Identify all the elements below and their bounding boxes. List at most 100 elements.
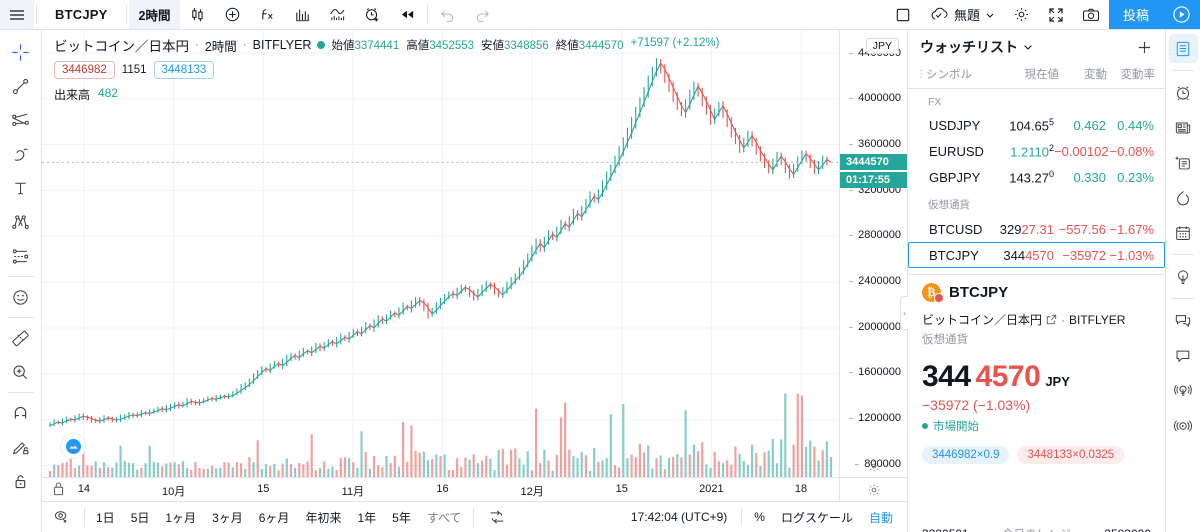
plus-icon[interactable] bbox=[1136, 39, 1153, 56]
chart-canvas[interactable]: ビットコイン／日本円 · 2時間 · BITFLYER 始値3374441 高値… bbox=[42, 30, 839, 477]
detail-price-tail: 4570 bbox=[975, 360, 1041, 393]
ideas-lightbulb-icon[interactable] bbox=[1169, 262, 1198, 291]
lock-icon[interactable] bbox=[52, 481, 65, 497]
detail-header: ₿ BTCJPY bbox=[922, 283, 1151, 303]
undo-icon[interactable] bbox=[430, 0, 465, 29]
detail-description-row: ビットコイン／日本円 · BITFLYER bbox=[922, 311, 1151, 328]
row-change: −557.56 bbox=[1058, 221, 1106, 237]
bar-replay-eye-icon[interactable] bbox=[42, 508, 80, 526]
watchlist-row[interactable]: BTCJPY 3444570 −35972 −1.03% bbox=[908, 242, 1165, 268]
fullscreen-icon[interactable] bbox=[1039, 0, 1073, 29]
todays-range: 3330591 今日のレンジ 3583000 bbox=[908, 522, 1165, 532]
lock-drawings-icon[interactable] bbox=[4, 464, 38, 498]
bar-countdown-badge: 01:17:55 bbox=[840, 170, 907, 188]
chevron-down-icon bbox=[1024, 45, 1032, 50]
range-button-6[interactable]: 1年 bbox=[357, 510, 377, 525]
divider bbox=[125, 5, 127, 24]
forecast-icon[interactable] bbox=[4, 239, 38, 273]
range-button-1[interactable]: 5日 bbox=[130, 510, 150, 525]
fx-icon[interactable] bbox=[250, 0, 285, 29]
candles-icon[interactable] bbox=[180, 0, 215, 29]
rewind-icon[interactable] bbox=[390, 0, 425, 29]
range-button-5[interactable]: 年初来 bbox=[305, 510, 342, 525]
column-last[interactable]: 現在値 bbox=[1024, 69, 1060, 81]
current-price-badge: 3444570 bbox=[840, 153, 907, 170]
range-button-4[interactable]: 6ヶ月 bbox=[258, 510, 290, 525]
range-button-3[interactable]: 3ヶ月 bbox=[212, 510, 243, 525]
stream-icon[interactable] bbox=[1169, 376, 1198, 405]
indicator-template-icon[interactable] bbox=[320, 0, 355, 29]
trendline-icon[interactable] bbox=[4, 69, 38, 103]
symbol-search-button[interactable]: BTCJPY bbox=[55, 7, 108, 22]
watchlist-row[interactable]: GBPJPY 143.270 0.330 0.23% bbox=[908, 164, 1165, 190]
right-panel: ウォッチリスト ⋮ シンボル 現在値 変動 変動率 FX USDJPY 104.65… bbox=[907, 30, 1165, 532]
detail-price-row: 344 4570 JPY bbox=[922, 360, 1151, 394]
drag-handle-icon[interactable]: ⋮ bbox=[916, 68, 926, 80]
hotlist-icon[interactable] bbox=[1169, 183, 1198, 212]
column-change-pct[interactable]: 変動率 bbox=[1120, 69, 1156, 81]
ruler-icon[interactable] bbox=[4, 321, 38, 355]
text-icon[interactable] bbox=[4, 171, 38, 205]
fib-icon[interactable] bbox=[4, 103, 38, 137]
magnet-icon[interactable] bbox=[4, 396, 38, 430]
gear-icon[interactable] bbox=[867, 459, 881, 473]
collapse-panel-handle[interactable]: › bbox=[900, 296, 908, 330]
watchlist-row[interactable]: BTCUSD 32927.31 −557.56 −1.67% bbox=[908, 216, 1165, 242]
right-panel-wrapper: › ウォッチリスト ⋮ シンボル 現在値 変動 変動率 bbox=[900, 30, 1165, 532]
detail-currency: JPY bbox=[1045, 374, 1070, 389]
price-axis[interactable]: JPY 800000 1200000 1600000 2000000 2400000 28… bbox=[839, 30, 907, 477]
log-scale-button[interactable]: ログスケール bbox=[780, 510, 853, 525]
time-axis[interactable]: 14 10月 15 11月 16 12月 15 2021 18 bbox=[42, 477, 907, 501]
news-icon[interactable] bbox=[1169, 113, 1198, 142]
patterns-icon[interactable] bbox=[4, 205, 38, 239]
play-icon[interactable] bbox=[1163, 0, 1200, 29]
alert-add-icon[interactable] bbox=[355, 0, 390, 29]
auto-scale-button[interactable]: 自動 bbox=[868, 510, 893, 525]
ideas-icon[interactable] bbox=[1169, 148, 1198, 177]
range-button-8[interactable]: すべて bbox=[426, 510, 462, 525]
bitcoin-logo-icon: ₿ bbox=[922, 283, 944, 303]
column-symbol[interactable]: シンボル bbox=[926, 69, 972, 81]
clock-settings-icon[interactable] bbox=[839, 478, 907, 501]
chat-icon[interactable] bbox=[1169, 306, 1198, 335]
hamburger-icon[interactable] bbox=[0, 0, 34, 29]
range-button-7[interactable]: 5年 bbox=[392, 510, 411, 525]
stay-in-drawing-mode-icon[interactable] bbox=[4, 430, 38, 464]
currency-chip[interactable]: JPY bbox=[865, 38, 899, 54]
brush-icon[interactable] bbox=[4, 137, 38, 171]
publish-button[interactable]: 投稿 bbox=[1108, 0, 1163, 29]
emoji-icon[interactable] bbox=[4, 280, 38, 314]
time-tick-scale[interactable]: 14 10月 15 11月 16 12月 15 2021 18 bbox=[42, 478, 839, 501]
camera-icon[interactable] bbox=[1073, 0, 1109, 29]
redo-icon[interactable] bbox=[465, 0, 500, 29]
broadcast-icon[interactable] bbox=[1169, 411, 1198, 440]
watchlist-title: ウォッチリスト bbox=[920, 39, 1018, 55]
private-chat-icon[interactable] bbox=[1169, 341, 1198, 370]
detail-spacer bbox=[908, 464, 1165, 522]
percent-scale-button[interactable]: % bbox=[754, 510, 765, 524]
external-link-icon[interactable] bbox=[1046, 314, 1057, 325]
row-last-price: 1.21102 bbox=[1010, 142, 1054, 160]
goto-date-icon[interactable] bbox=[478, 508, 516, 526]
gear-icon[interactable] bbox=[1004, 0, 1039, 29]
layout-icon[interactable] bbox=[885, 0, 921, 29]
row-change-pct: −0.08% bbox=[1109, 143, 1154, 159]
interval-button[interactable]: 2時間 bbox=[128, 0, 181, 29]
column-change[interactable]: 変動 bbox=[1084, 69, 1107, 81]
bar-replay-chart-icon[interactable] bbox=[285, 0, 320, 29]
saved-layout-button[interactable]: 無題 bbox=[921, 0, 1004, 29]
watchlist-panel-icon[interactable] bbox=[1168, 34, 1198, 63]
alerts-icon[interactable] bbox=[1169, 78, 1198, 107]
watchlist-row[interactable]: EURUSD 1.21102 −0.00102 −0.08% bbox=[908, 138, 1165, 164]
watchlist-title-button[interactable]: ウォッチリスト bbox=[920, 37, 1033, 57]
range-button-2[interactable]: 1ヶ月 bbox=[165, 510, 197, 525]
volume-bars bbox=[48, 393, 833, 477]
zoom-in-icon[interactable] bbox=[4, 355, 38, 389]
divider bbox=[472, 508, 474, 526]
indicators-add-icon[interactable] bbox=[215, 0, 250, 29]
range-button-0[interactable]: 1日 bbox=[96, 510, 115, 525]
crosshair-icon[interactable] bbox=[4, 35, 38, 69]
calendar-icon[interactable] bbox=[1169, 218, 1198, 247]
watchlist-row[interactable]: USDJPY 104.655 0.462 0.44% bbox=[908, 112, 1165, 138]
time-tick: 10月 bbox=[161, 486, 186, 498]
